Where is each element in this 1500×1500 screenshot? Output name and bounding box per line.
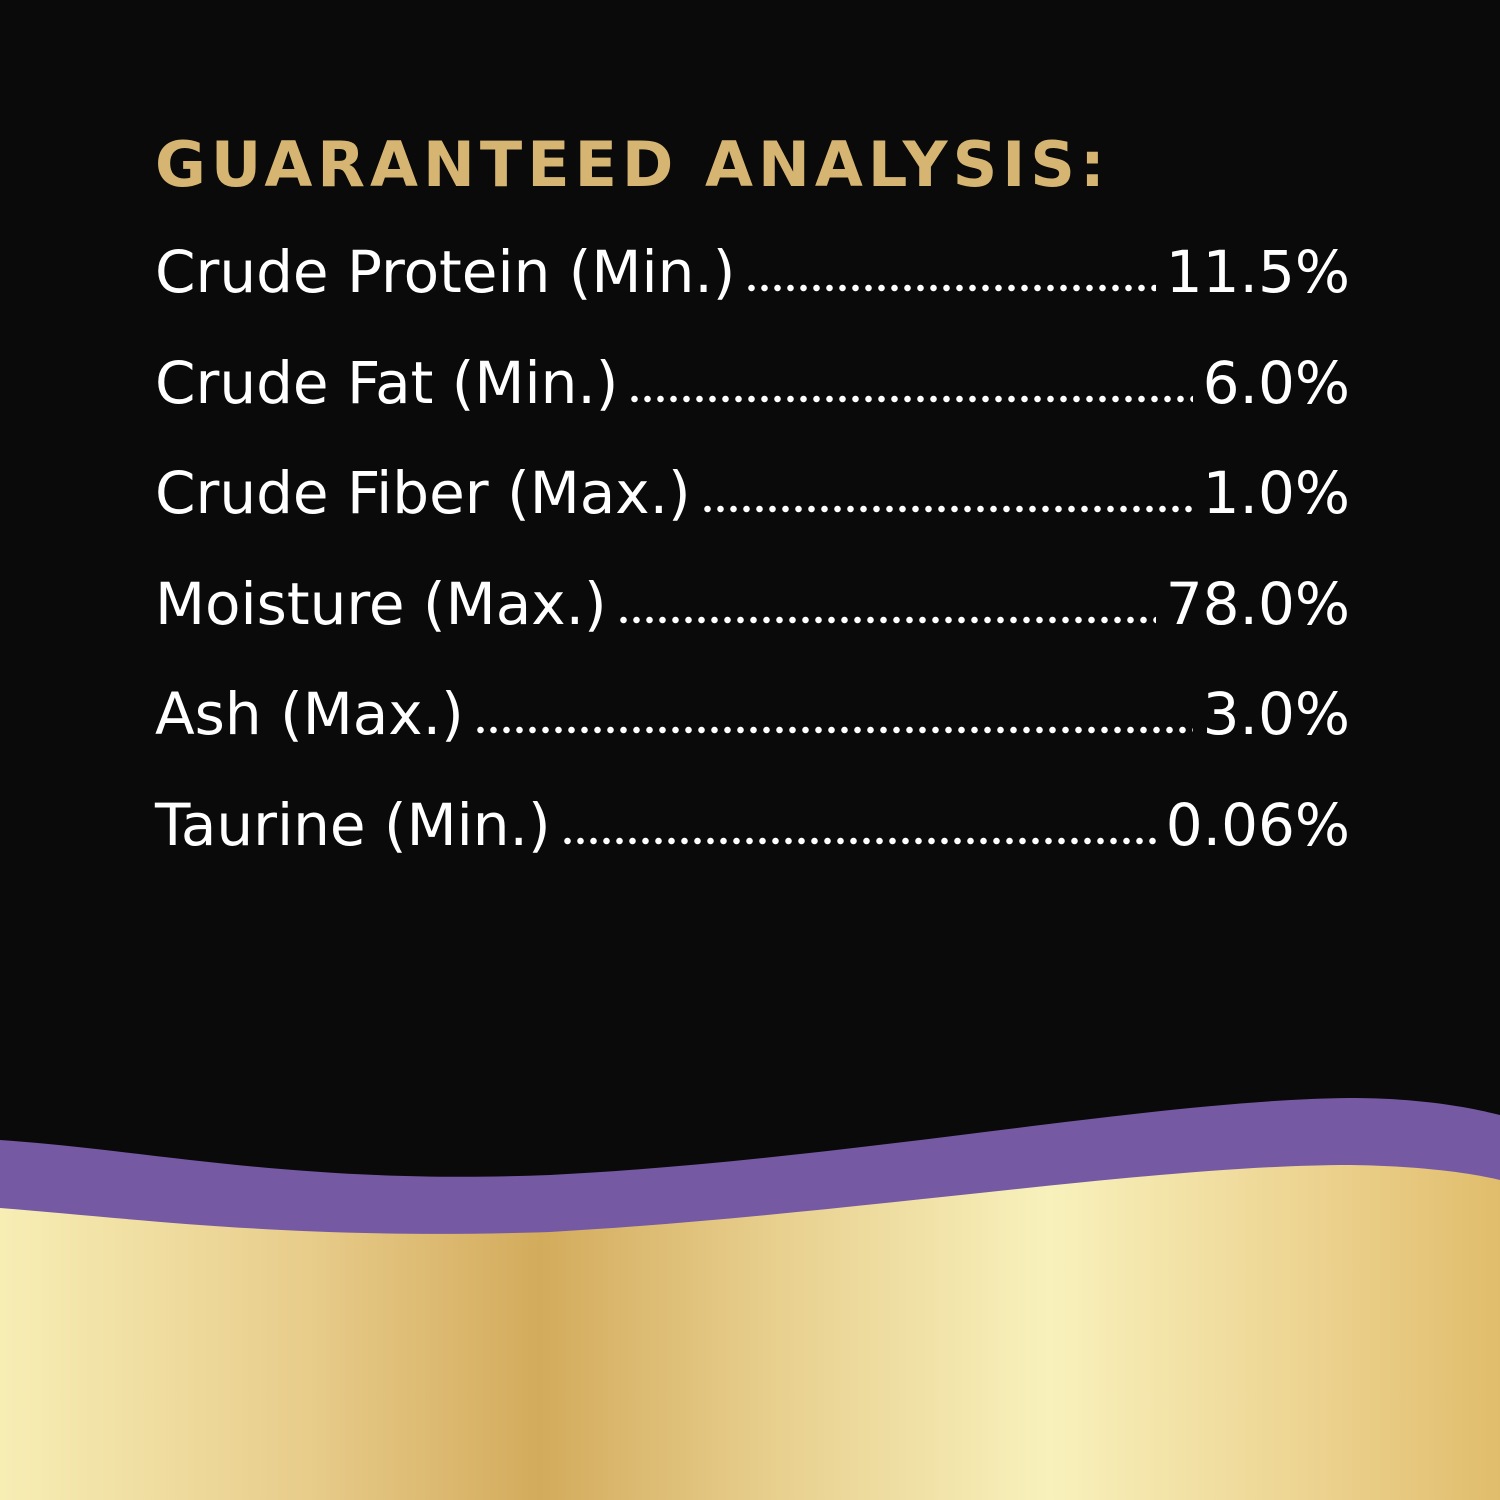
- nutrient-value: 1.0%: [1202, 459, 1350, 527]
- leader-dots: [616, 615, 1156, 624]
- nutrient-value: 6.0%: [1202, 348, 1350, 417]
- nutrient-label: Moisture (Max.): [155, 569, 607, 638]
- nutrient-label: Ash (Max.): [155, 680, 464, 748]
- leader-dots: [700, 505, 1193, 513]
- gold-wave: [0, 1165, 1500, 1500]
- nutrient-label: Crude Fiber (Max.): [155, 459, 691, 527]
- nutrient-label: Taurine (Min.): [155, 790, 551, 859]
- nutrient-value: 3.0%: [1202, 680, 1350, 748]
- nutrient-value: 78.0%: [1165, 569, 1350, 638]
- nutrient-value: 0.06%: [1165, 790, 1350, 859]
- analysis-table: Crude Protein (Min.) 11.5% Crude Fat (Min.…: [155, 238, 1350, 901]
- analysis-row: Moisture (Max.) 78.0%: [155, 570, 1350, 681]
- nutrient-label: Crude Protein (Min.): [155, 238, 736, 306]
- analysis-row: Crude Fiber (Max.) 1.0%: [155, 459, 1350, 570]
- title: GUARANTEED ANALYSIS:: [155, 128, 1110, 201]
- nutrient-value: 11.5%: [1165, 238, 1350, 306]
- leader-dots: [628, 394, 1193, 403]
- analysis-row: Crude Protein (Min.) 11.5%: [155, 238, 1350, 349]
- analysis-row: Taurine (Min.) 0.06%: [155, 791, 1350, 902]
- nutrient-label: Crude Fat (Min.): [155, 348, 619, 417]
- leader-dots: [745, 284, 1156, 292]
- leader-dots: [560, 836, 1156, 845]
- analysis-row: Ash (Max.) 3.0%: [155, 680, 1350, 791]
- leader-dots: [473, 726, 1193, 734]
- analysis-row: Crude Fat (Min.) 6.0%: [155, 349, 1350, 460]
